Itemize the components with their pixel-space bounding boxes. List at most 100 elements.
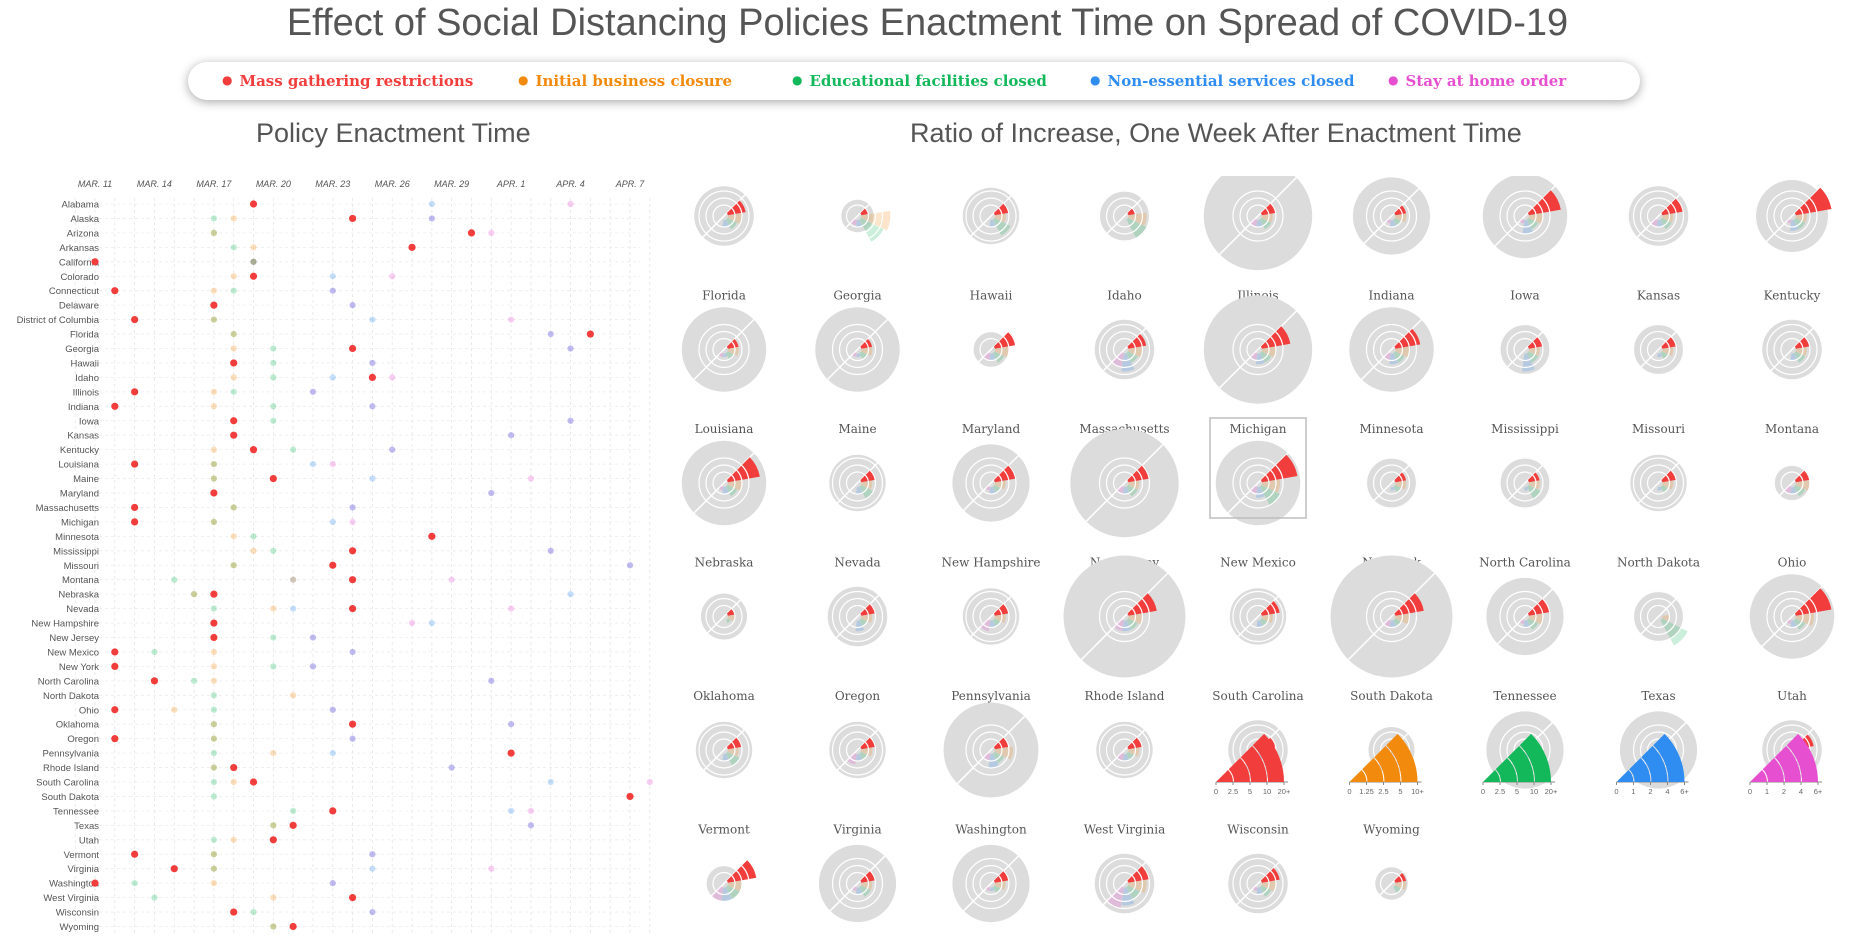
legend-dot-icon: ● [792,73,803,87]
ring-line [831,857,884,910]
scale-tick-label: 10+ [1411,787,1424,796]
legend-item-stay-home[interactable]: ● Stay at home order [1388,62,1566,100]
policy-dot [131,460,139,468]
policy-dot [309,663,317,670]
policy-dot [210,677,217,684]
radial-state-label: Texas [1641,689,1675,703]
policy-dot [547,778,554,786]
legend-item-non-essential[interactable]: ● Non-essential services closed [1090,62,1354,100]
policy-sector [1528,480,1540,490]
policy-sector [860,469,876,483]
split-line [1347,572,1436,661]
ring-line [838,864,877,903]
ring-line [1499,590,1551,643]
ring-line [1112,738,1137,762]
policy-dot [289,922,297,931]
date-tick-label: MAR. 29 [434,179,469,189]
policy-dot [270,923,277,930]
policy-dot [270,547,277,554]
policy-dot [151,894,158,901]
policy-dot [230,359,238,367]
state-label: District of Columbia [17,315,100,326]
ring-line [1639,464,1678,502]
policy-sector [852,886,857,892]
split-line [693,452,755,514]
scale-sector [1617,769,1634,782]
ring-line [1105,330,1144,369]
scale-tick-label: 4 [1665,787,1669,796]
scale-tick-label: 2.5 [1378,787,1388,796]
policy-dot [369,316,376,323]
split-line [963,855,1019,912]
ring-line [1773,597,1811,636]
ring-line [1105,864,1144,903]
scale-tick-label: 2.5 [1495,787,1505,796]
policy-dot [230,417,238,425]
policy-dot [349,648,356,656]
left-panel-title: Policy Enactment Time [256,118,531,148]
policy-dot [171,706,178,713]
policy-dot [329,287,336,294]
policy-dot [369,359,376,367]
policy-dot [527,822,535,829]
state-label: Tennessee [53,806,99,817]
ring-line [1232,323,1284,376]
policy-sector [1657,486,1662,491]
policy-sector [1662,614,1670,622]
policy-sector [989,486,997,495]
state-label: Illinois [73,387,100,398]
policy-sector [993,736,1010,750]
policy-sector [994,614,1006,623]
state-label: South Dakota [41,792,99,803]
ring-line [1232,190,1284,242]
policy-dot [349,648,356,656]
policy-dot [111,735,119,743]
legend-item-mass-gathering[interactable]: ● Mass gathering restrictions [222,62,473,100]
ring-line [1632,323,1685,376]
scale-sector [1774,745,1801,782]
split-line [693,319,755,380]
policy-dot [270,605,277,612]
ring-line [1098,590,1151,643]
radial-state-label: Montana [1765,422,1819,436]
policy-dot [369,908,376,916]
policy-dot [131,880,138,887]
scale-sector [1495,757,1517,782]
state-label: Louisiana [58,460,99,471]
ring-line [1246,337,1270,362]
ring-line [698,190,750,242]
radial-state-label: Tennessee [1493,689,1556,703]
split-line [1080,572,1169,661]
ring-line [1098,457,1151,509]
legend-item-business-closure[interactable]: ● Initial business closure [518,62,732,100]
policy-dot [329,287,336,294]
policy-dot [210,287,217,294]
policy-sector [1527,472,1540,483]
split-line [827,319,888,380]
state-label: Ohio [79,705,99,716]
policy-sector [1389,620,1397,628]
policy-sector [994,480,1006,490]
policy-dot [210,836,217,843]
policy-dot [428,215,435,222]
policy-dot [329,518,336,525]
date-tick-label: MAR. 17 [196,179,232,189]
policy-dot [349,302,356,309]
policy-dot [547,330,554,338]
radial-state-label: Wisconsin [1227,823,1289,837]
radial-state-label: North Dakota [1617,556,1700,570]
policy-dot [329,880,336,887]
ring-line [1246,604,1270,629]
ring-line [698,724,750,776]
ring-line [1646,337,1671,362]
split-line [1372,464,1411,502]
legend-item-educational[interactable]: ● Educational facilities closed [792,62,1047,100]
legend-dot-icon: ● [222,73,233,87]
split-line [1219,177,1297,255]
policy-sector [1394,205,1407,216]
state-label: Alaska [70,214,99,225]
policy-dot [508,432,515,439]
right-panel-title: Ratio of Increase, One Week After Enactm… [910,118,1522,148]
policy-sector [989,620,997,628]
policy-sector [993,464,1017,483]
